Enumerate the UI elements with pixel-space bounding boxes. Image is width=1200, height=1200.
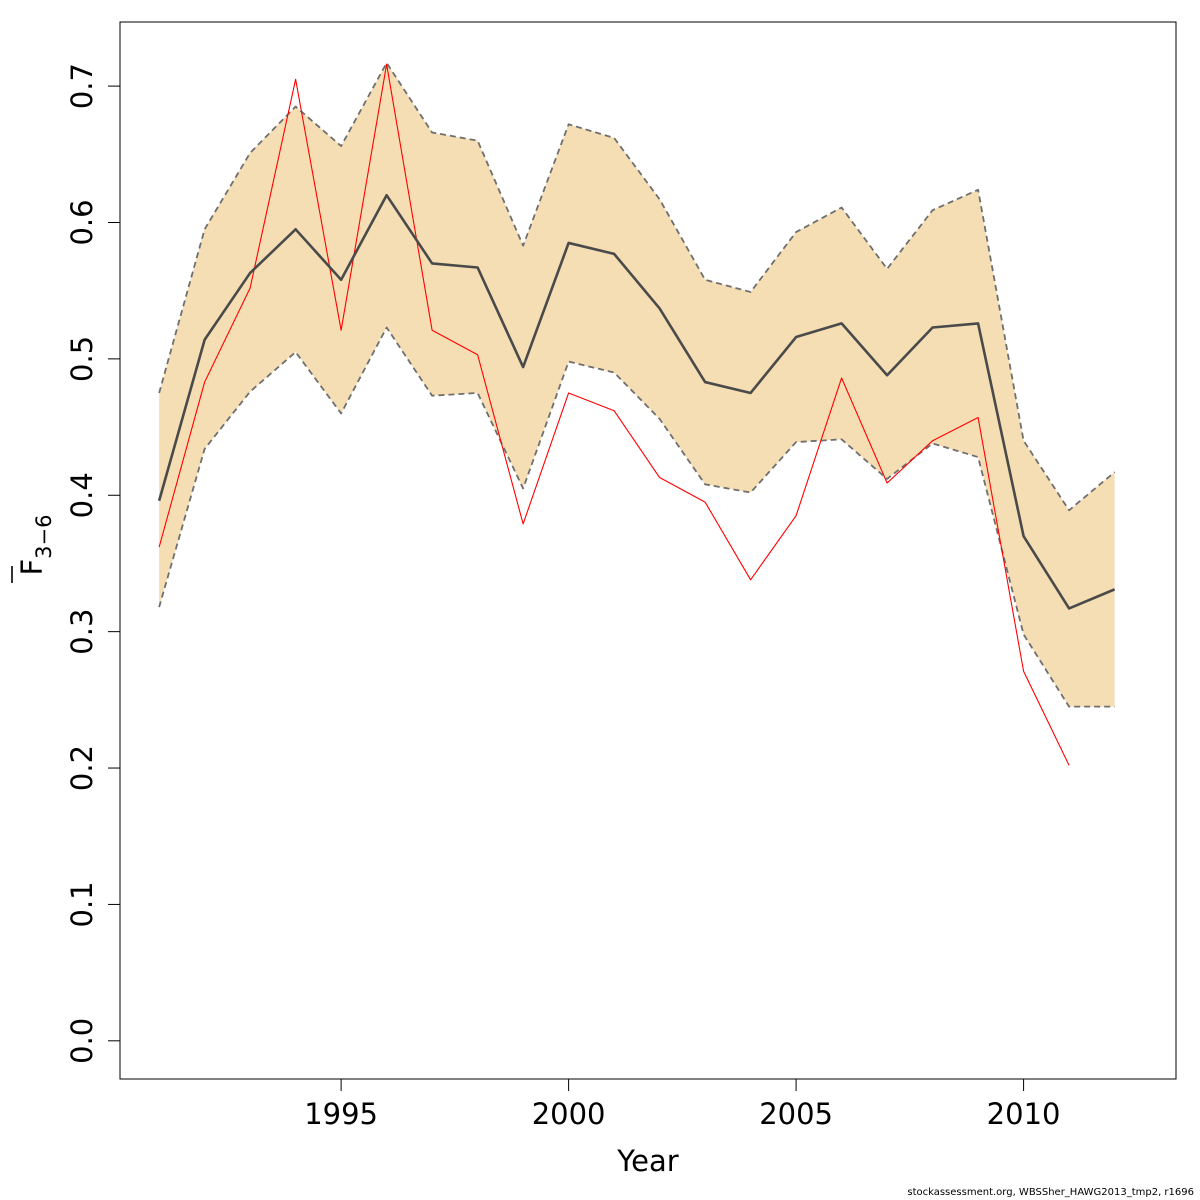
- y-tick-label: 0.3: [65, 609, 99, 655]
- x-axis-title: Year: [616, 1144, 678, 1178]
- y-tick-label: 0.6: [65, 199, 99, 245]
- x-tick-label: 2010: [987, 1097, 1061, 1131]
- y-tick-label: 0.2: [65, 745, 99, 791]
- x-tick-label: 1995: [304, 1097, 378, 1131]
- estimate-points: [159, 195, 1115, 609]
- lower-points: [159, 327, 1115, 707]
- footer-note: stockassessment.org, WBSSher_HAWG2013_tm…: [907, 1187, 1194, 1198]
- retrospective-points: [159, 64, 1070, 766]
- upper-line: [158, 62, 1116, 512]
- x-tick-label: 2005: [759, 1097, 833, 1131]
- y-tick-label: 0.0: [65, 1018, 99, 1064]
- upper-points: [159, 62, 1115, 511]
- lower-line: [158, 326, 1115, 708]
- estimate-line: [157, 193, 1116, 610]
- x-tick-label: 2000: [532, 1097, 606, 1131]
- y-tick-label: 0.5: [65, 336, 99, 382]
- y-axis: 0.0 0.1 0.2 0.3 0.4 0.5 0.6 0.7: [65, 63, 121, 1064]
- y-axis-title-base: F: [15, 559, 49, 576]
- y-tick-label: 0.1: [65, 881, 99, 927]
- y-tick-label: 0.7: [65, 63, 99, 109]
- x-axis: 1995 2000 2005 2010: [304, 1078, 1061, 1131]
- y-axis-title-subscript: 3−6: [32, 514, 56, 558]
- confidence-band-layer: [159, 62, 1115, 707]
- y-tick-label: 0.4: [65, 472, 99, 518]
- series-layer: [157, 62, 1116, 766]
- y-axis-title: F3−6: [15, 514, 56, 575]
- confidence-band: [159, 62, 1115, 707]
